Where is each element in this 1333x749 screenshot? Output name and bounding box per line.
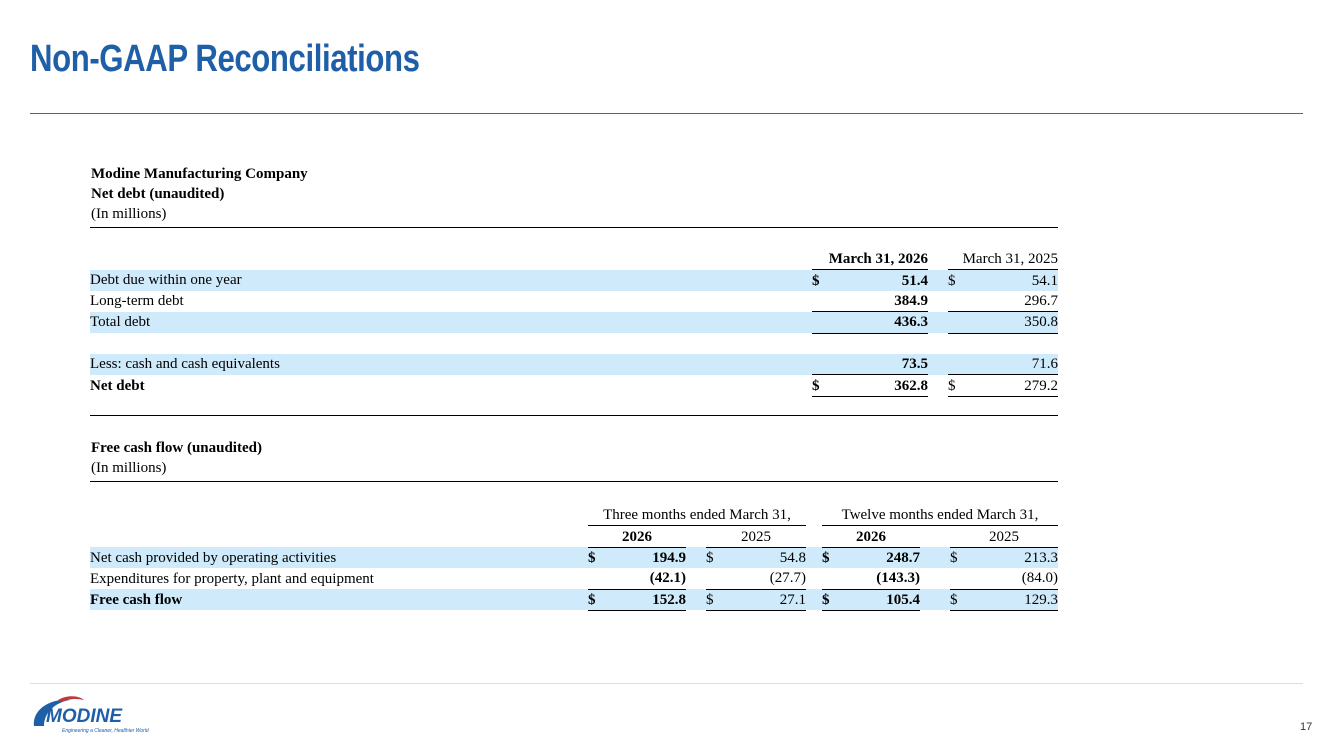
- cell: 362.8: [832, 374, 928, 397]
- currency: $: [822, 547, 842, 569]
- rule: [90, 415, 1058, 416]
- footer-rule: [30, 683, 1303, 684]
- net-debt-table: March 31, 2026 March 31, 2025 Debt due wi…: [90, 249, 1058, 397]
- row-label: Net debt: [90, 377, 145, 394]
- group-header: Twelve months ended March 31,: [841, 507, 1039, 524]
- col-header: 2026: [588, 525, 686, 548]
- rule: [90, 481, 1058, 482]
- row-label: Less: cash and cash equivalents: [90, 353, 812, 375]
- cell: 71.6: [968, 353, 1058, 376]
- row-label: Debt due within one year: [90, 269, 812, 291]
- currency: $: [812, 269, 832, 291]
- row-label: Total debt: [90, 311, 812, 334]
- col-header: 2025: [950, 525, 1058, 548]
- cell: 54.8: [726, 547, 806, 569]
- cell: (27.7): [726, 568, 806, 590]
- currency: $: [948, 374, 968, 397]
- currency: $: [588, 589, 608, 611]
- currency: $: [812, 374, 832, 397]
- fcf-heading: Free cash flow (unaudited) (In millions): [91, 438, 262, 478]
- currency: $: [950, 589, 970, 611]
- cell: 279.2: [968, 374, 1058, 397]
- cell: (84.0): [970, 568, 1058, 590]
- cell: (42.1): [608, 568, 686, 590]
- cell: (143.3): [842, 568, 920, 590]
- currency: $: [950, 547, 970, 569]
- cell: 54.1: [968, 269, 1058, 291]
- row-label: Net cash provided by operating activitie…: [90, 547, 588, 569]
- col-header: March 31, 2026: [812, 249, 928, 271]
- company: Modine Manufacturing Company: [91, 166, 308, 182]
- cell: 213.3: [970, 547, 1058, 569]
- title-rule: [30, 113, 1303, 114]
- logo: MODINE Engineering a Cleaner, Healthier …: [33, 696, 149, 734]
- cell: 384.9: [832, 290, 928, 313]
- currency: $: [822, 589, 842, 611]
- cell: 105.4: [842, 589, 920, 611]
- section-title: Free cash flow (unaudited): [91, 440, 262, 456]
- currency: $: [588, 547, 608, 569]
- logo-swoosh: [58, 696, 84, 702]
- row-label: Long-term debt: [90, 293, 184, 310]
- page-number: 17: [1300, 721, 1313, 733]
- cell: 248.7: [842, 547, 920, 569]
- currency: $: [706, 589, 726, 611]
- row-label: Expenditures for property, plant and equ…: [90, 570, 374, 587]
- col-header: 2025: [706, 525, 806, 548]
- units: (In millions): [91, 460, 167, 476]
- currency: $: [948, 269, 968, 291]
- cell: 436.3: [832, 311, 928, 334]
- cell: 152.8: [608, 589, 686, 611]
- group-header: Three months ended March 31,: [603, 507, 791, 524]
- section-title: Net debt (unaudited): [91, 186, 225, 202]
- col-header: March 31, 2025: [948, 249, 1058, 271]
- cell: 27.1: [726, 589, 806, 611]
- cell: 51.4: [832, 269, 928, 291]
- logo-tagline: Engineering a Cleaner, Healthier World: [62, 728, 149, 734]
- cell: 73.5: [832, 353, 928, 376]
- units: (In millions): [91, 206, 167, 222]
- col-header: 2026: [822, 525, 920, 548]
- cell: 350.8: [968, 311, 1058, 334]
- logo-swoosh: [33, 699, 70, 726]
- rule: [90, 227, 1058, 228]
- slide-title: Non-GAAP Reconciliations: [30, 38, 420, 80]
- currency: $: [706, 547, 726, 569]
- cell: 296.7: [968, 290, 1058, 313]
- net-debt-heading: Modine Manufacturing Company Net debt (u…: [91, 164, 308, 224]
- fcf-table: Three months ended March 31, Twelve month…: [90, 505, 1058, 611]
- logo-text: MODINE: [46, 706, 123, 727]
- cell: 129.3: [970, 589, 1058, 611]
- cell: 194.9: [608, 547, 686, 569]
- row-label: Free cash flow: [90, 589, 588, 611]
